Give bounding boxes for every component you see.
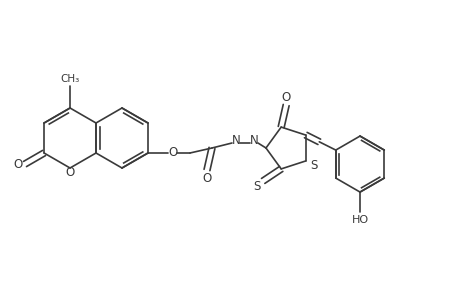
Text: O: O bbox=[13, 158, 22, 172]
Text: CH₃: CH₃ bbox=[60, 74, 79, 84]
Text: N: N bbox=[231, 134, 240, 148]
Text: HO: HO bbox=[351, 215, 368, 225]
Text: S: S bbox=[309, 159, 317, 172]
Text: S: S bbox=[253, 180, 260, 194]
Text: N: N bbox=[249, 134, 258, 148]
Text: O: O bbox=[202, 172, 211, 184]
Text: O: O bbox=[281, 91, 290, 103]
Text: O: O bbox=[168, 146, 177, 160]
Text: O: O bbox=[65, 166, 74, 178]
